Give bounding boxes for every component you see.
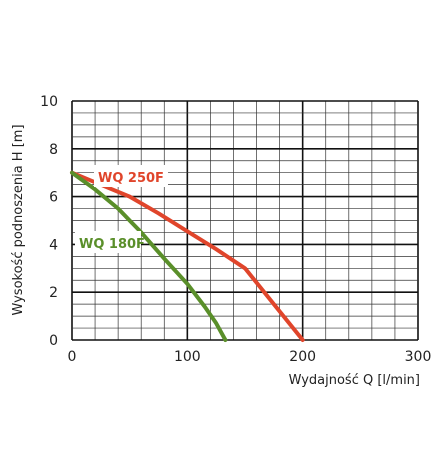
x-tick-label: 200	[289, 349, 316, 365]
x-tick-label: 100	[174, 349, 201, 365]
y-tick-label: 2	[49, 285, 58, 301]
y-tick-label: 0	[49, 333, 58, 349]
y-tick-label: 4	[49, 237, 58, 253]
y-axis-title: Wysokość podnoszenia H [m]	[11, 124, 26, 315]
x-tick-label: 0	[68, 349, 77, 365]
series-line	[70, 170, 228, 342]
y-tick-labels: 0 2 4 6 8 10	[40, 94, 58, 349]
x-tick-label: 300	[405, 349, 432, 365]
x-axis-title: Wydajność Q [l/min]	[289, 373, 420, 388]
series-labels: WQ 250F WQ 180F	[75, 165, 168, 253]
series-label: WQ 250F	[98, 171, 164, 186]
series-label-backing	[75, 231, 141, 253]
series-line	[70, 170, 305, 342]
grid	[71, 100, 419, 341]
series-lines	[70, 170, 305, 342]
y-tick-label: 10	[40, 94, 58, 110]
x-tick-labels: 0 100 200 300	[68, 349, 432, 365]
y-tick-label: 8	[49, 142, 58, 158]
series-label: WQ 180F	[79, 237, 145, 252]
y-tick-label: 6	[49, 190, 58, 206]
series-label-backing	[94, 165, 168, 187]
